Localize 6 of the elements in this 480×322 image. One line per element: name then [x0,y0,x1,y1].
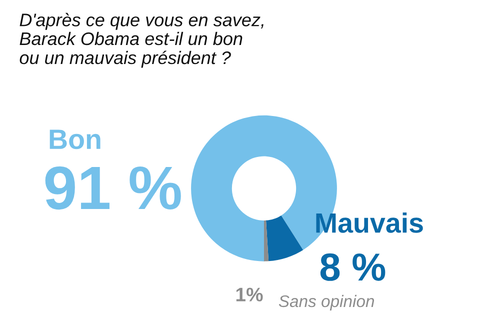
slice-label: Sans opinion [278,294,374,310]
data-label: 91 % [45,166,181,210]
chart-title: D'après ce que vous en savez, Barack Obama est-il un bon ou un mauvais président ? [20,12,264,68]
data-label: 8 % [320,253,386,281]
slice-label: Bon [50,130,100,150]
data-label: 1% [236,288,263,302]
